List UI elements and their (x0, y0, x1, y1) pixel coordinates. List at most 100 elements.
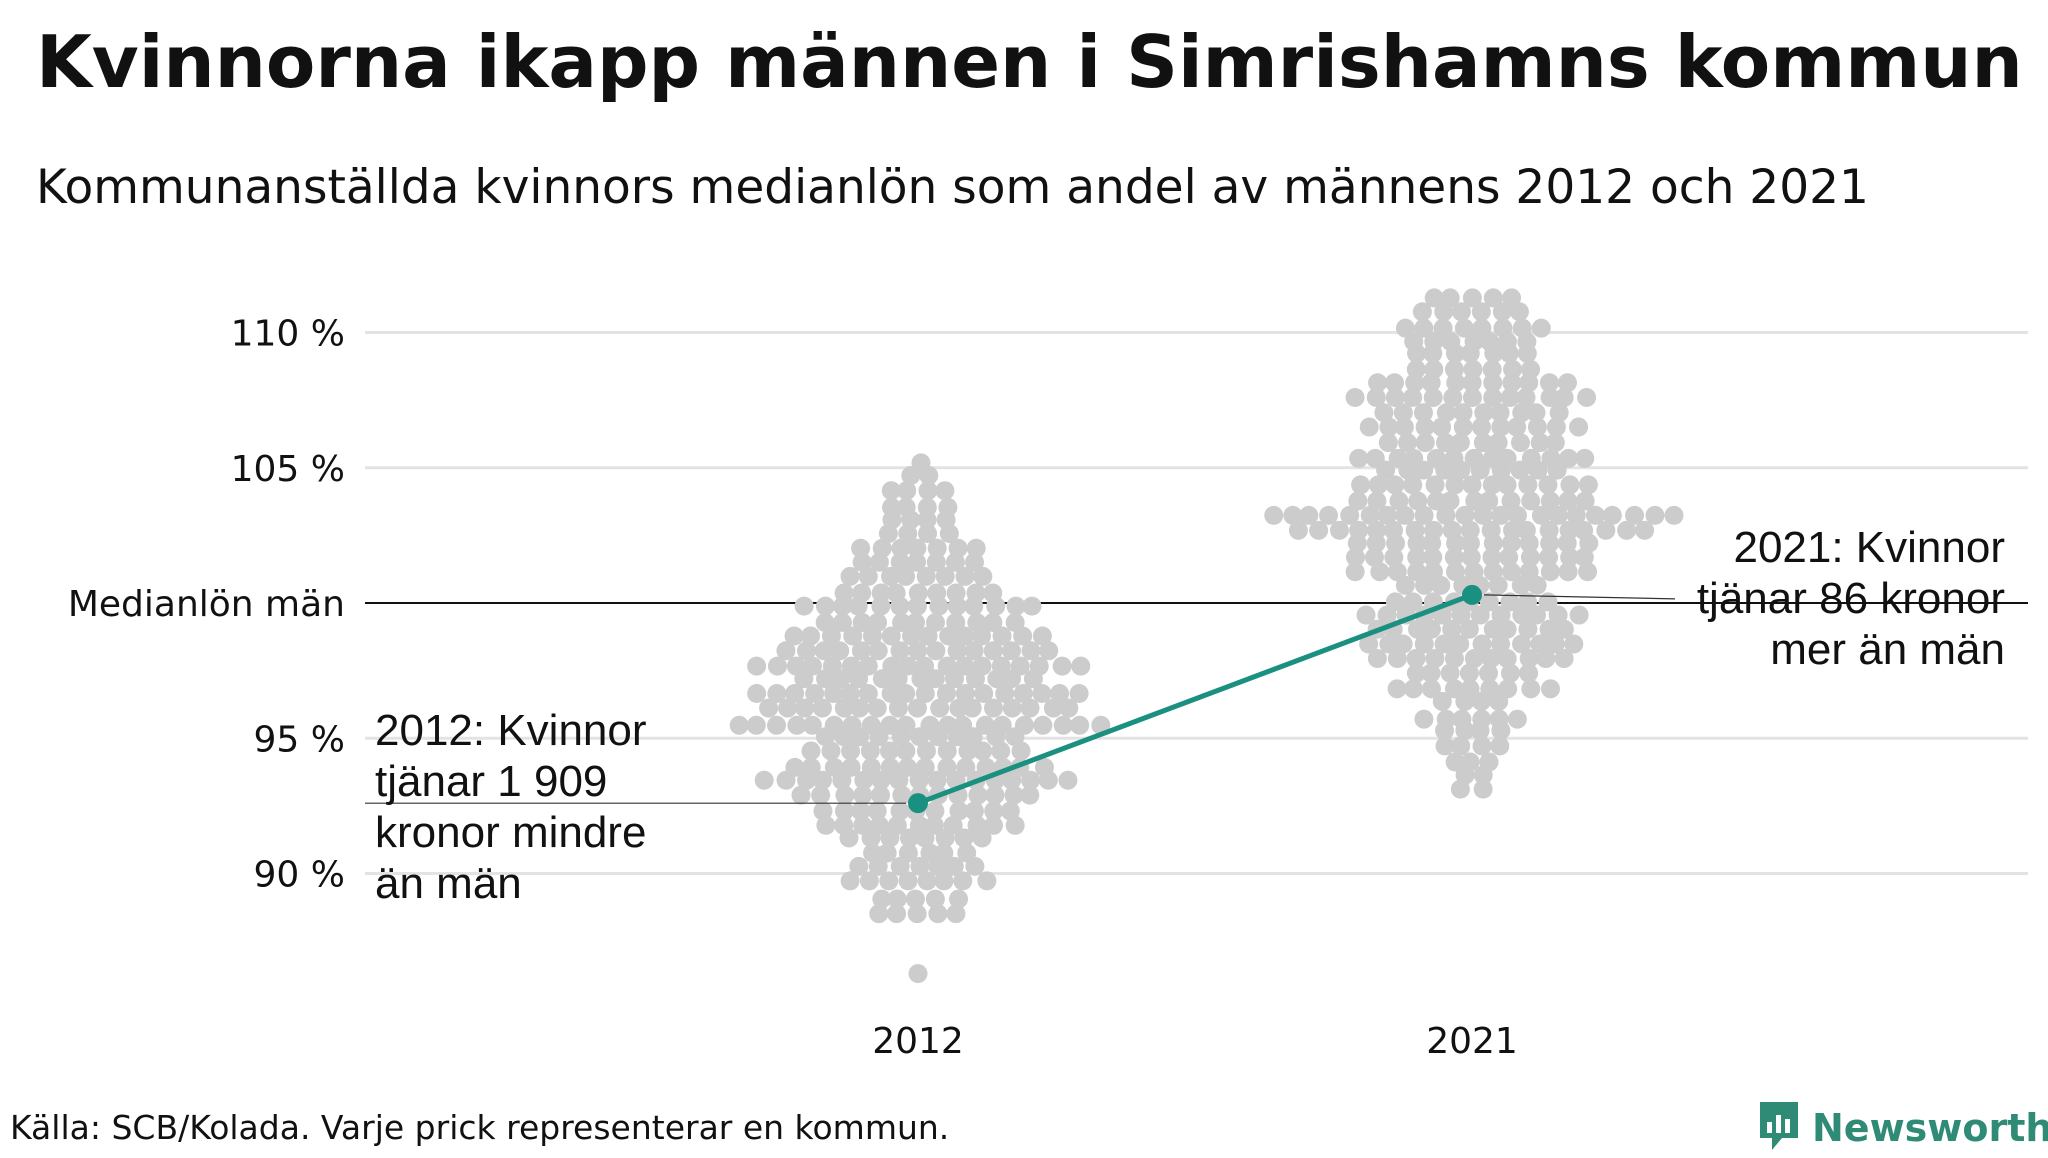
kommun-dot (1440, 663, 1460, 683)
kommun-dot (1507, 709, 1527, 729)
kommun-dot (909, 770, 929, 790)
kommun-dot (949, 698, 969, 718)
kommun-dot (1378, 433, 1398, 453)
kommun-dot (926, 641, 946, 661)
kommun-dot (843, 626, 863, 646)
kommun-dot (1434, 634, 1454, 654)
kommun-dot (1421, 679, 1441, 699)
kommun-dot (958, 741, 978, 761)
kommun-dot (1011, 741, 1031, 761)
kommun-dot (1585, 505, 1605, 525)
kommun-dot (1521, 679, 1541, 699)
kommun-dot (947, 727, 967, 747)
kommun-dot (972, 626, 992, 646)
kommun-dot (871, 596, 891, 616)
kommun-dot (984, 801, 1004, 821)
simrishamn-point (908, 793, 928, 814)
kommun-dot (925, 889, 945, 909)
kommun-dot (907, 552, 927, 572)
kommun-dot (1425, 475, 1445, 495)
kommun-dot (805, 683, 825, 703)
annotation-line: tjänar 86 kronor (1697, 574, 2005, 623)
kommun-dot (859, 871, 879, 891)
kommun-dot (1575, 448, 1595, 468)
kommun-dot (1558, 491, 1578, 511)
kommun-dot (1408, 491, 1428, 511)
kommun-dot (1445, 475, 1465, 495)
annotation-leaders (365, 594, 1676, 804)
annotation-2012: 2012: Kvinnor tjänar 1 909 kronor mindre än… (375, 706, 647, 908)
kommun-dot (1521, 491, 1541, 511)
kommun-dot (1540, 679, 1560, 699)
kommun-dot (1510, 433, 1530, 453)
kommun-dot (811, 785, 831, 805)
kommun-dot (868, 641, 888, 661)
kommun-dot (849, 856, 869, 876)
kommun-dot (797, 770, 817, 790)
kommun-dot (917, 871, 937, 891)
kommun-dot (962, 698, 982, 718)
dot-swarm (729, 288, 1684, 984)
kommun-dot (907, 596, 927, 616)
kommun-dot (835, 785, 855, 805)
kommun-dot (916, 566, 936, 586)
kommun-dot (1451, 302, 1471, 322)
kommun-dot (1488, 433, 1508, 453)
kommun-dot (1510, 460, 1530, 480)
kommun-dot (918, 481, 938, 501)
kommun-dot (1512, 403, 1532, 423)
kommun-dot (901, 626, 921, 646)
kommun-dot (983, 641, 1003, 661)
kommun-dot (1435, 460, 1455, 480)
kommun-dot (1421, 663, 1441, 683)
kommun-dot (880, 828, 900, 848)
kommun-dot (907, 904, 927, 924)
kommun-dot (1578, 475, 1598, 495)
newsworthy-logo-text: Newsworthy (1812, 1106, 2048, 1150)
kommun-dot (991, 741, 1011, 761)
kommun-dot (937, 741, 957, 761)
kommun-dot (1481, 649, 1501, 669)
newsworthy-logo[interactable]: Newsworthy (1756, 1100, 2048, 1156)
kommun-dot (1398, 433, 1418, 453)
kommun-dot (1407, 343, 1427, 363)
kommun-dot (1340, 505, 1360, 525)
kommun-dot (915, 683, 935, 703)
kommun-dot (1509, 302, 1529, 322)
y-tick-label: 90 % (254, 855, 345, 896)
kommun-dot (1005, 815, 1025, 835)
kommun-dot (1545, 634, 1565, 654)
kommun-dot (867, 698, 887, 718)
kommun-dot (877, 843, 897, 863)
kommun-dot (1431, 575, 1451, 595)
kommun-dot (1393, 634, 1413, 654)
kommun-dot (1444, 679, 1464, 699)
kommun-dot (954, 626, 974, 646)
kommun-dot (1471, 417, 1491, 437)
kommun-dot (1405, 373, 1425, 393)
kommun-dot (1385, 373, 1405, 393)
kommun-dot (767, 683, 787, 703)
kommun-dot (949, 889, 969, 909)
kommun-dot (1489, 691, 1509, 711)
kommun-dot (918, 523, 938, 543)
kommun-dot (1440, 491, 1460, 511)
kommun-dot (964, 596, 984, 616)
kommun-dot (964, 641, 984, 661)
kommun-dot (852, 613, 872, 633)
kommun-dot (1020, 698, 1040, 718)
kommun-dot (1406, 649, 1426, 669)
kommun-dot (1367, 649, 1387, 669)
kommun-dot (1479, 663, 1499, 683)
kommun-dot (968, 785, 988, 805)
kommun-dot (1564, 634, 1584, 654)
kommun-dot (831, 669, 851, 689)
kommun-dot (986, 596, 1006, 616)
kommun-dot (1450, 779, 1470, 799)
kommun-dot (832, 770, 852, 790)
kommun-dot (867, 801, 887, 821)
kommun-dot (840, 566, 860, 586)
kommun-dot (1491, 634, 1511, 654)
kommun-dot (1451, 736, 1471, 756)
kommun-dot (1459, 663, 1479, 683)
